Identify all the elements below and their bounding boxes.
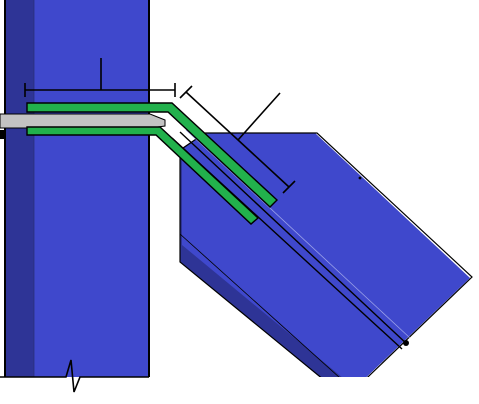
plate-slot-line-1 bbox=[179, 131, 409, 346]
horizontal-dimension bbox=[24, 58, 176, 97]
filler-plate-body bbox=[0, 113, 166, 129]
break-line bbox=[0, 359, 149, 393]
gusset-plates bbox=[26, 102, 279, 225]
dimension-tick-top bbox=[179, 85, 193, 99]
leader-line-inclined bbox=[237, 92, 281, 141]
inclined-dimension bbox=[179, 85, 296, 194]
break-symbol bbox=[0, 359, 479, 404]
plate-slot-line-3 bbox=[185, 129, 411, 339]
filler-plate bbox=[0, 113, 166, 139]
gusset-plate-upper bbox=[26, 102, 279, 208]
column-member bbox=[4, 0, 150, 377]
plate-dot bbox=[358, 176, 362, 180]
column-front-face bbox=[34, 0, 149, 377]
inclined-plate-edge bbox=[179, 233, 351, 388]
filler-plate-end bbox=[0, 130, 5, 139]
gusset-plate-lower bbox=[26, 126, 260, 225]
dimension-tick-bottom bbox=[282, 180, 296, 194]
column-side-face bbox=[5, 0, 34, 377]
plate-tip-mark bbox=[403, 340, 409, 346]
